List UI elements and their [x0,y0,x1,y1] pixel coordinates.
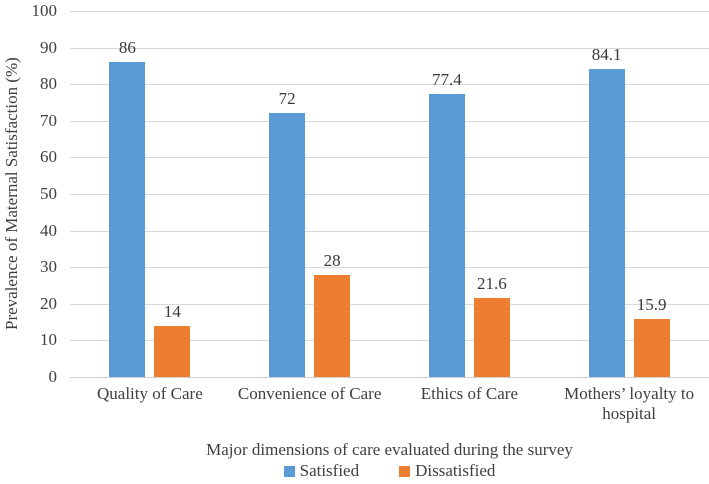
legend-item-satisfied: Satisfied [283,461,360,481]
y-tick-label: 80 [40,74,57,94]
y-tick-label: 90 [40,37,57,57]
bar-value-label: 77.4 [432,69,462,89]
bar-value-label: 14 [163,301,181,321]
legend: Satisfied Dissatisfied [70,461,709,481]
x-category-label: Quality of Care [97,384,203,403]
bar-satisfied-1 [109,62,146,377]
y-tick-label: 70 [40,110,57,130]
gridline-30 [70,267,709,269]
bar-dissatisfied-3 [473,297,510,377]
bar-dissatisfied-4 [633,318,670,377]
x-axis-line [70,377,709,378]
x-axis-category-labels: Quality of Care Convenience of Care Ethics… [70,384,709,428]
legend-label: Satisfied [299,461,360,480]
legend-item-dissatisfied: Dissatisfied [399,461,495,481]
y-tick-label: 10 [40,330,57,350]
gridline-50 [70,194,709,195]
y-tick-label: 20 [40,293,57,313]
gridline-70 [70,120,709,122]
bar-satisfied-2 [269,113,306,377]
bar-value-label: 28 [323,250,341,270]
bar-value-label: 21.6 [477,273,507,293]
x-category-label: Convenience of Care [237,384,382,403]
gridline-10 [70,340,709,342]
x-category-label: Mothers’ loyalty to hospital [564,384,695,423]
y-tick-label: 30 [40,257,57,277]
bar-value-label: 84.1 [591,45,622,65]
bar-value-label: 86 [118,38,136,58]
bar-satisfied-3 [428,93,465,377]
gridline-80 [70,84,709,86]
bar-value-label: 15.9 [636,294,667,314]
bar-value-label: 72 [278,89,296,109]
gridline-100 [70,11,709,12]
x-category-label: Ethics of Care [420,384,518,403]
y-tick-label: 0 [48,367,58,386]
y-tick-label: 100 [31,1,58,20]
gridline-20 [70,303,709,305]
gridline-90 [70,47,709,49]
y-tick-label: 60 [40,147,57,167]
y-tick-label: 40 [40,220,57,240]
gridline-40 [70,230,709,232]
bar-dissatisfied-2 [314,274,351,377]
plot-area: 86 14 72 28 77.4 21.6 84.1 15.9 [70,11,709,378]
gridline-60 [70,157,709,159]
legend-label: Dissatisfied [415,461,496,480]
bar-satisfied-4 [588,69,625,377]
y-axis-tick-labels: 0 10 20 30 40 50 60 70 80 90 100 [0,1,58,386]
legend-swatch-icon [283,465,295,477]
y-tick-label: 50 [40,184,57,203]
bar-dissatisfied-1 [154,325,191,377]
legend-swatch-icon [399,465,411,477]
x-axis-title: Major dimensions of care evaluated durin… [206,440,573,459]
